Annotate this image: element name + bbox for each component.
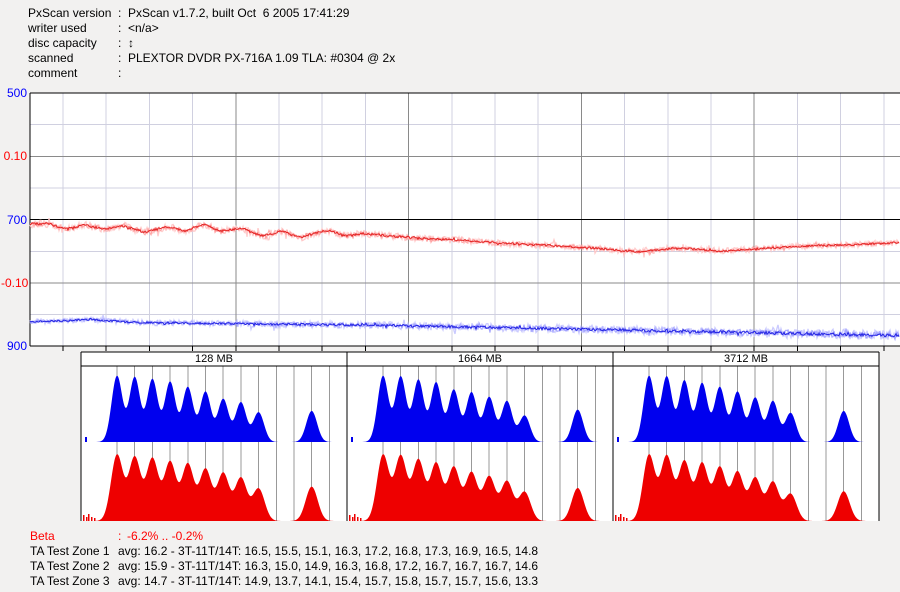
field-sep: : bbox=[118, 36, 122, 50]
field-label: writer used bbox=[28, 21, 87, 35]
field-label: comment bbox=[28, 66, 78, 80]
ta-zone-3-label: TA Test Zone 3 bbox=[30, 574, 110, 588]
ta-zone-1-label: TA Test Zone 1 bbox=[30, 544, 110, 558]
field-sep: : bbox=[118, 51, 122, 65]
field-sep: : bbox=[118, 66, 122, 80]
field-value: PxScan v1.7.2, built Oct 6 2005 17:41:29 bbox=[128, 6, 350, 20]
field-label: PxScan version bbox=[28, 6, 112, 20]
field-value: ↕ bbox=[128, 36, 134, 50]
ta-panel-label-1: 128 MB bbox=[195, 353, 233, 365]
y-axis-label-0.10: 0.10 bbox=[3, 149, 27, 163]
y-axis-label-500: 500 bbox=[6, 86, 27, 100]
field-value: <n/a> bbox=[128, 21, 159, 35]
ta-zone-2-label: TA Test Zone 2 bbox=[30, 559, 110, 573]
field-label: scanned bbox=[28, 51, 74, 65]
ta-panel-label-3: 3712 MB bbox=[723, 353, 769, 365]
beta-sep: : bbox=[118, 529, 122, 543]
ta-zone-2-values: avg: 15.9 - 3T-11T/14T: 16.3, 15.0, 14.9… bbox=[118, 559, 539, 573]
y-axis-label-700: 700 bbox=[6, 213, 27, 227]
field-label: disc capacity bbox=[28, 36, 97, 50]
field-sep: : bbox=[118, 21, 122, 35]
beta-label: Beta bbox=[30, 529, 55, 543]
beta-value: -6.2% .. -0.2% bbox=[127, 529, 204, 543]
ta-zone-1-values: avg: 16.2 - 3T-11T/14T: 16.5, 15.5, 15.1… bbox=[118, 544, 539, 558]
field-value: PLEXTOR DVDR PX-716A 1.09 TLA: #0304 @ 2… bbox=[128, 51, 396, 65]
ta-panel-label-2: 1664 MB bbox=[457, 353, 503, 365]
ta-zone-3-values: avg: 14.7 - 3T-11T/14T: 14.9, 13.7, 14.1… bbox=[118, 574, 539, 588]
field-sep: : bbox=[118, 6, 122, 20]
y-axis-label-neg-0.10: -0.10 bbox=[1, 276, 29, 290]
y-axis-label-900: 900 bbox=[6, 339, 27, 353]
